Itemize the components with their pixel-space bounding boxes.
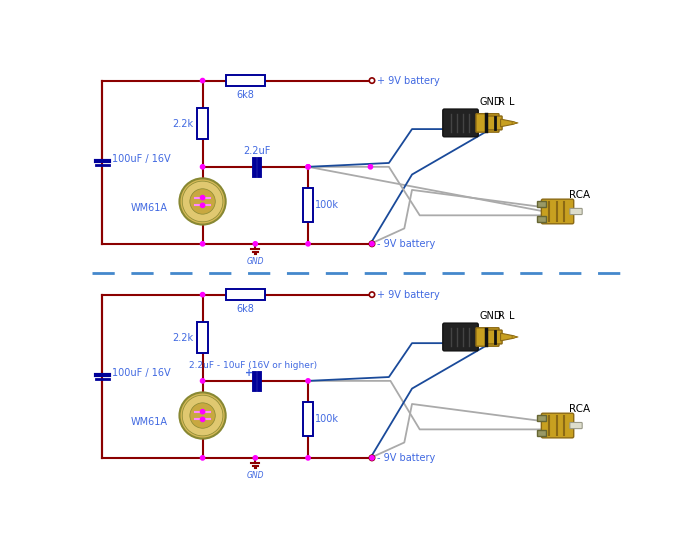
Circle shape	[306, 242, 310, 246]
Text: +: +	[245, 368, 253, 378]
Text: 2.2uF - 10uF (16V or higher): 2.2uF - 10uF (16V or higher)	[188, 361, 317, 370]
Circle shape	[200, 203, 205, 207]
Text: 2.2k: 2.2k	[172, 332, 193, 342]
Text: 100k: 100k	[315, 200, 339, 210]
Circle shape	[200, 456, 205, 460]
Circle shape	[179, 178, 226, 225]
Text: 6k8: 6k8	[237, 304, 254, 314]
Circle shape	[368, 165, 373, 169]
Text: + 9V battery: + 9V battery	[377, 290, 439, 300]
FancyBboxPatch shape	[486, 330, 502, 344]
Polygon shape	[500, 119, 517, 127]
FancyBboxPatch shape	[443, 323, 478, 351]
FancyBboxPatch shape	[303, 188, 313, 222]
FancyBboxPatch shape	[541, 199, 573, 224]
Circle shape	[200, 292, 205, 297]
Circle shape	[190, 189, 215, 214]
Circle shape	[179, 393, 226, 439]
Text: - 9V battery: - 9V battery	[377, 239, 435, 249]
Text: 100uF / 16V: 100uF / 16V	[112, 368, 170, 378]
Circle shape	[182, 181, 223, 222]
FancyBboxPatch shape	[537, 430, 546, 436]
FancyBboxPatch shape	[570, 423, 582, 429]
Text: L: L	[509, 311, 515, 321]
Circle shape	[369, 455, 375, 460]
Text: 2.2k: 2.2k	[172, 118, 193, 128]
Circle shape	[200, 410, 205, 414]
Circle shape	[369, 292, 375, 297]
Circle shape	[306, 165, 310, 169]
Circle shape	[190, 403, 215, 428]
FancyBboxPatch shape	[537, 201, 546, 207]
Circle shape	[253, 456, 257, 460]
Circle shape	[253, 242, 257, 246]
Text: RCA: RCA	[569, 190, 591, 200]
Text: GND: GND	[480, 97, 502, 107]
Circle shape	[369, 241, 375, 246]
Circle shape	[200, 417, 205, 421]
Circle shape	[306, 379, 310, 383]
FancyBboxPatch shape	[197, 108, 208, 139]
Circle shape	[182, 395, 223, 436]
FancyBboxPatch shape	[303, 403, 313, 436]
Text: GND: GND	[247, 257, 264, 266]
Text: WM61A: WM61A	[131, 416, 168, 426]
Circle shape	[370, 242, 374, 246]
Text: 100uF / 16V: 100uF / 16V	[112, 154, 170, 164]
Circle shape	[200, 379, 205, 383]
Circle shape	[200, 165, 205, 169]
FancyBboxPatch shape	[541, 413, 573, 438]
Text: GND: GND	[480, 311, 502, 321]
Circle shape	[200, 242, 205, 246]
Circle shape	[370, 456, 374, 460]
FancyBboxPatch shape	[227, 75, 265, 86]
Text: WM61A: WM61A	[131, 202, 168, 212]
Circle shape	[306, 456, 310, 460]
Circle shape	[306, 165, 310, 169]
FancyBboxPatch shape	[537, 415, 546, 421]
Polygon shape	[500, 333, 517, 341]
Text: GND: GND	[247, 471, 264, 480]
Circle shape	[200, 78, 205, 83]
Circle shape	[200, 196, 205, 200]
Text: R: R	[498, 311, 505, 321]
Text: R: R	[498, 97, 505, 107]
Text: - 9V battery: - 9V battery	[377, 453, 435, 463]
Polygon shape	[512, 121, 518, 125]
FancyBboxPatch shape	[227, 289, 265, 300]
FancyBboxPatch shape	[476, 113, 499, 132]
Circle shape	[369, 78, 375, 83]
FancyBboxPatch shape	[570, 208, 582, 215]
Text: 6k8: 6k8	[237, 90, 254, 100]
FancyBboxPatch shape	[443, 109, 478, 137]
FancyBboxPatch shape	[197, 322, 208, 353]
FancyBboxPatch shape	[486, 116, 502, 130]
Text: RCA: RCA	[569, 404, 591, 414]
FancyBboxPatch shape	[476, 327, 499, 346]
Text: 100k: 100k	[315, 414, 339, 424]
FancyBboxPatch shape	[537, 216, 546, 222]
Text: + 9V battery: + 9V battery	[377, 76, 439, 86]
Text: 2.2uF: 2.2uF	[243, 146, 270, 156]
Polygon shape	[512, 335, 518, 339]
Text: L: L	[509, 97, 515, 107]
